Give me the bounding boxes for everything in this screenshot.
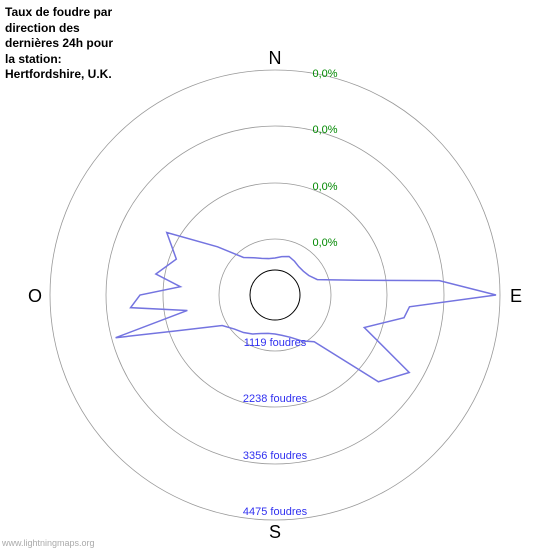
lower-ring-label: 1119 foudres xyxy=(244,337,307,349)
lower-ring-label: 2238 foudres xyxy=(243,393,307,405)
upper-ring-label: 0,0% xyxy=(312,181,337,193)
upper-ring-label: 0,0% xyxy=(312,68,337,80)
polar-chart xyxy=(0,0,550,550)
compass-w: O xyxy=(28,286,42,307)
lower-ring-label: 3356 foudres xyxy=(243,450,307,462)
upper-ring-label: 0,0% xyxy=(312,237,337,249)
lower-ring-label: 4475 foudres xyxy=(243,506,307,518)
upper-ring-label: 0,0% xyxy=(312,124,337,136)
footer-credit: www.lightningmaps.org xyxy=(2,538,95,548)
compass-n: N xyxy=(269,48,282,69)
compass-s: S xyxy=(269,522,281,543)
compass-e: E xyxy=(510,286,522,307)
